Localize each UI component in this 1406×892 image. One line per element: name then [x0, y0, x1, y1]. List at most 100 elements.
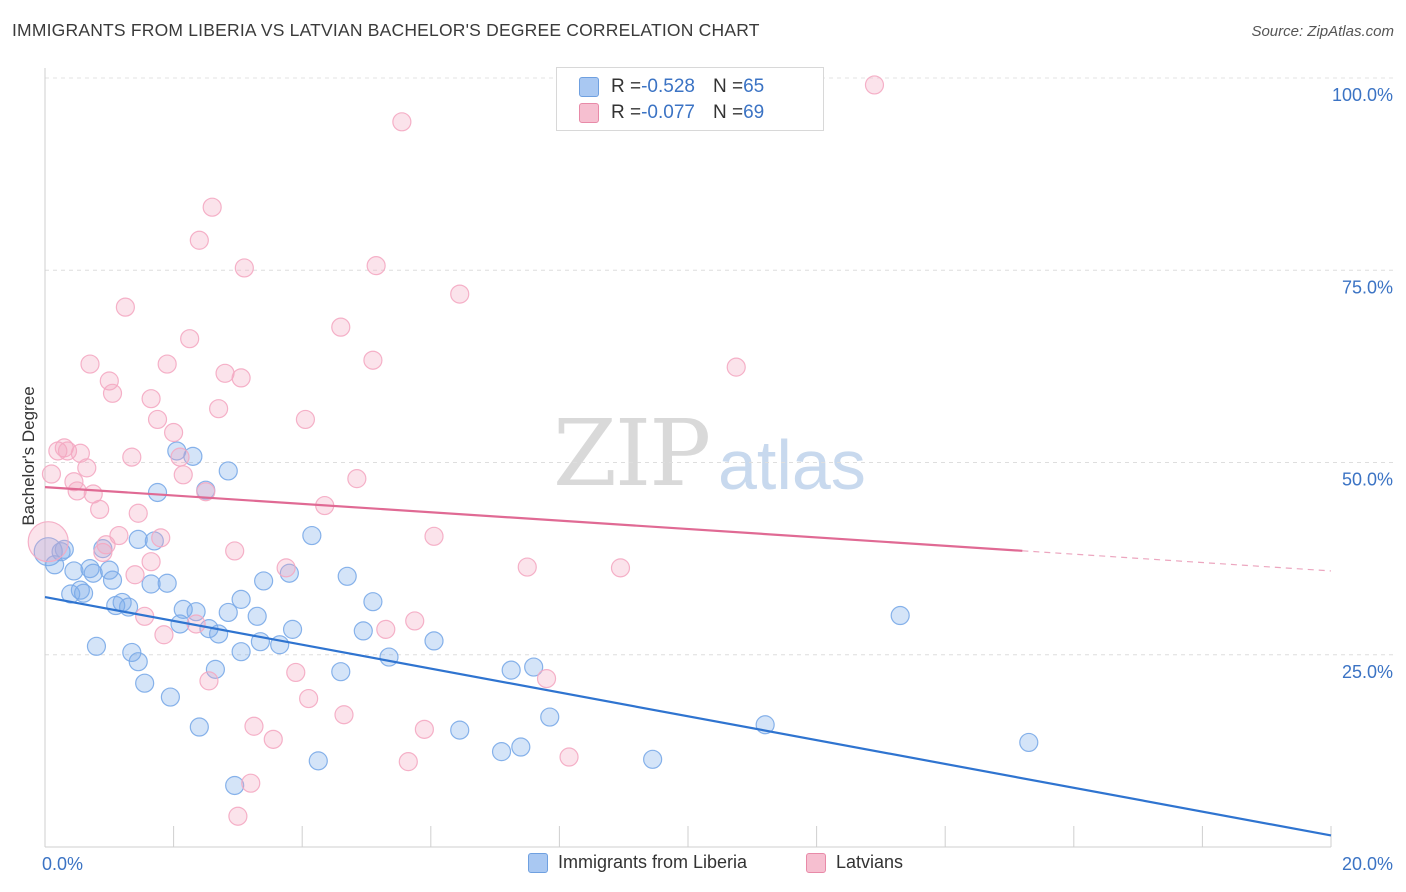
point-latvians: [173, 465, 193, 485]
watermark-zip: ZIP: [553, 400, 711, 507]
point-latvians: [295, 409, 316, 430]
point-latvians: [96, 535, 116, 555]
point-liberia: [135, 673, 155, 693]
point-liberia: [128, 652, 148, 672]
point-liberia: [279, 563, 299, 583]
point-liberia: [33, 537, 63, 567]
point-latvians: [215, 363, 235, 383]
point-latvians: [263, 729, 283, 749]
point-liberia: [147, 482, 168, 503]
point-latvians: [231, 368, 251, 388]
legend-row-liberia: R = -0.528 N = 65: [579, 75, 764, 99]
y-axis-label: Bachelor's Degree: [19, 386, 38, 525]
chart-title: IMMIGRANTS FROM LIBERIA VS LATVIAN BACHE…: [12, 20, 760, 40]
legend-r-label: R =: [611, 102, 642, 123]
y-tick-label: 25.0%: [1342, 662, 1393, 682]
point-liberia: [282, 619, 303, 639]
chart-source: Source: ZipAtlas.com: [1251, 23, 1394, 40]
point-liberia: [218, 461, 238, 481]
point-liberia: [102, 570, 123, 590]
point-latvians: [234, 258, 254, 278]
point-latvians: [424, 526, 444, 546]
point-latvians: [80, 354, 100, 374]
point-liberia: [141, 574, 161, 594]
point-latvians: [202, 197, 222, 217]
point-liberia: [424, 631, 444, 651]
point-latvians: [864, 75, 885, 95]
point-latvians: [331, 317, 351, 337]
point-liberia: [450, 720, 470, 740]
y-tick-label: 75.0%: [1342, 277, 1393, 297]
point-latvians: [405, 611, 425, 631]
point-liberia: [643, 749, 663, 769]
point-latvians: [726, 357, 746, 377]
bottom-legend-swatch-liberia: [528, 852, 548, 873]
point-liberia: [128, 529, 148, 550]
point-latvians: [93, 542, 113, 563]
point-latvians: [610, 558, 631, 578]
point-liberia: [225, 775, 245, 796]
point-latvians: [392, 112, 412, 132]
point-latvians: [141, 389, 161, 409]
point-latvians: [67, 481, 87, 501]
point-latvians: [157, 354, 177, 374]
point-latvians: [398, 752, 418, 772]
point-liberia: [54, 539, 74, 559]
point-latvians: [128, 503, 148, 523]
legend-r-value: -0.077: [641, 102, 695, 123]
trendline-latvians-extension: [1022, 550, 1332, 572]
point-latvians: [170, 447, 190, 467]
point-latvians: [209, 399, 229, 419]
bottom-legend-label-latvians: Latvians: [836, 852, 904, 872]
point-latvians: [244, 716, 264, 736]
point-latvians: [363, 350, 383, 370]
point-liberia: [86, 636, 107, 656]
trendline-liberia: [44, 595, 1332, 837]
legend-r-label: R =: [611, 76, 642, 97]
point-latvians: [347, 469, 367, 489]
point-liberia: [205, 659, 225, 679]
point-latvians: [450, 284, 470, 304]
point-latvians: [147, 409, 168, 430]
point-latvians: [102, 383, 123, 403]
point-latvians: [109, 525, 129, 546]
point-latvians: [141, 552, 161, 572]
point-liberia: [247, 606, 267, 626]
point-liberia: [189, 717, 209, 737]
point-liberia: [218, 602, 238, 623]
point-liberia: [51, 542, 71, 562]
point-liberia: [231, 642, 251, 662]
point-latvians: [286, 662, 306, 683]
y-tick-label: 100.0%: [1332, 85, 1393, 105]
point-liberia: [353, 621, 373, 641]
bottom-legend-label-liberia: Immigrants from Liberia: [558, 852, 748, 872]
legend-n-label: N =: [712, 76, 744, 97]
legend-row-latvians: R = -0.077 N = 69: [579, 101, 764, 125]
point-liberia: [160, 687, 180, 707]
point-latvians: [536, 668, 557, 689]
y-tick-label: 50.0%: [1342, 470, 1393, 490]
legend-swatch-liberia: [579, 77, 599, 97]
trendline-latvians: [44, 486, 1023, 552]
point-liberia: [337, 566, 357, 586]
bottom-legend-latvians: Latvians: [806, 852, 903, 873]
x-tick-label: 0.0%: [42, 854, 83, 874]
point-liberia: [157, 573, 177, 593]
point-latvians: [299, 688, 319, 709]
point-liberia: [64, 561, 84, 581]
point-liberia: [308, 751, 328, 771]
point-latvians: [164, 422, 184, 443]
point-latvians: [414, 719, 434, 739]
point-liberia: [491, 742, 512, 762]
point-latvians: [27, 521, 69, 563]
point-latvians: [559, 747, 579, 767]
point-latvians: [154, 625, 174, 645]
point-latvians: [99, 371, 119, 391]
x-tick-label: 20.0%: [1342, 854, 1393, 874]
legend-swatch-latvians: [579, 103, 599, 123]
point-latvians: [334, 705, 354, 725]
point-latvians: [189, 230, 209, 250]
point-latvians: [90, 499, 110, 520]
point-liberia: [511, 737, 531, 757]
